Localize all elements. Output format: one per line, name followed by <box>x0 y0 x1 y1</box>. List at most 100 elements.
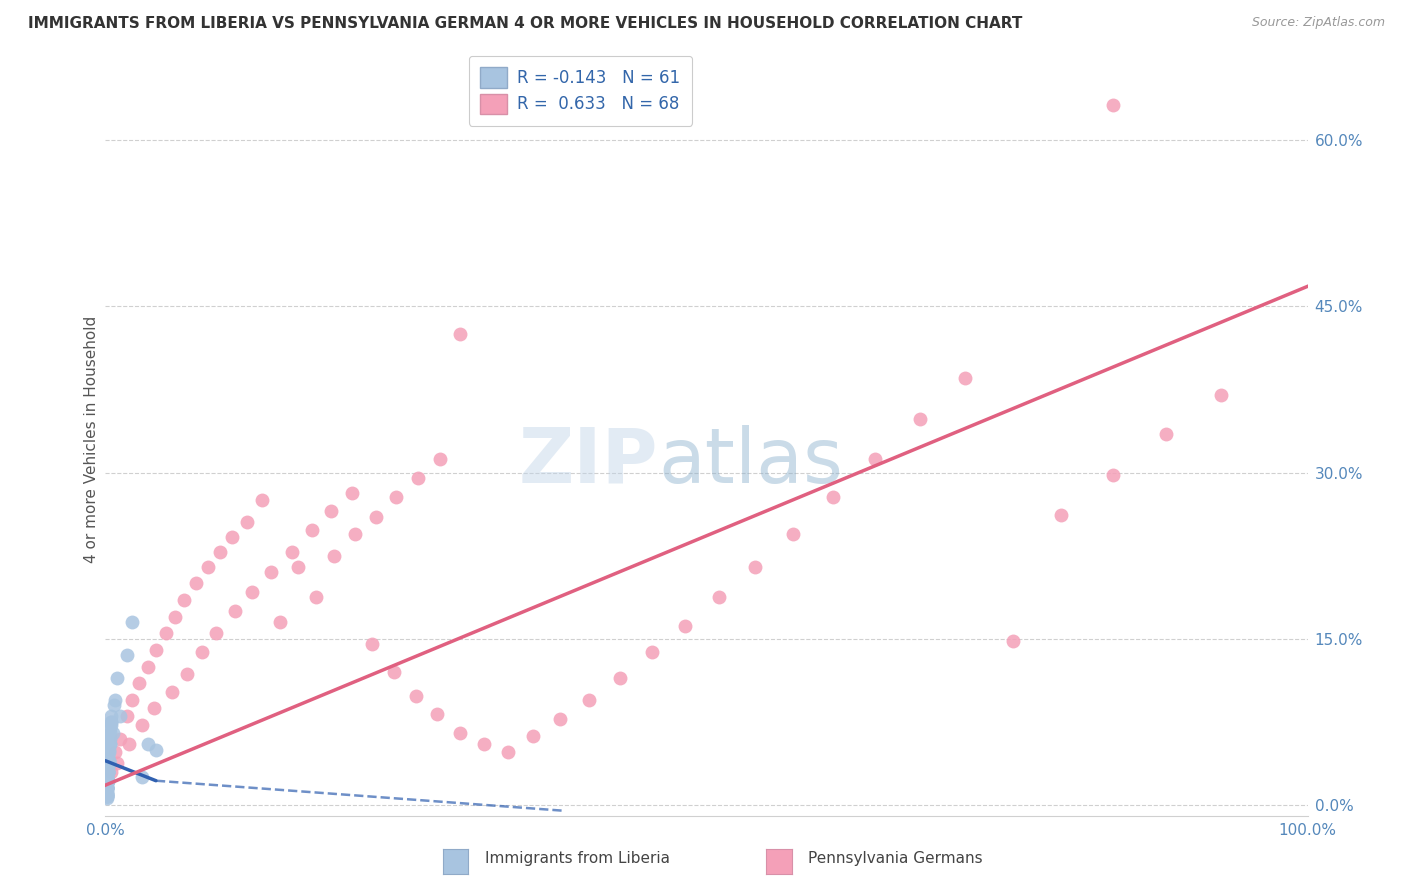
Point <box>100 709 122 723</box>
Point <box>429 452 451 467</box>
Point <box>340 485 363 500</box>
Point <box>1101 467 1123 482</box>
Point <box>115 709 138 723</box>
Point <box>155 626 177 640</box>
Point <box>496 745 519 759</box>
Point <box>240 585 263 599</box>
Point <box>145 742 167 756</box>
Point <box>673 618 696 632</box>
Point <box>103 698 125 713</box>
Point <box>449 726 471 740</box>
Point <box>1101 97 1123 112</box>
Y-axis label: 4 or more Vehicles in Household: 4 or more Vehicles in Household <box>84 316 98 563</box>
Point <box>382 665 405 679</box>
Point <box>1050 508 1073 522</box>
Point <box>322 549 344 563</box>
Point <box>361 637 384 651</box>
Point <box>269 615 291 630</box>
Point <box>98 737 121 751</box>
Point <box>1209 388 1232 402</box>
Point <box>96 787 118 801</box>
Point <box>305 590 328 604</box>
Point <box>96 782 118 797</box>
Point <box>98 756 121 770</box>
Point <box>98 754 121 768</box>
Point <box>121 693 143 707</box>
Point <box>104 693 127 707</box>
Point <box>165 609 187 624</box>
Point <box>301 523 323 537</box>
Point <box>96 789 118 804</box>
Point <box>98 742 121 756</box>
Point <box>96 789 118 804</box>
Point <box>287 559 309 574</box>
Point <box>97 748 120 763</box>
Point <box>107 756 129 770</box>
Point <box>472 737 495 751</box>
Point <box>98 721 121 735</box>
Point <box>98 745 121 759</box>
Point <box>96 787 118 801</box>
Point <box>97 764 120 779</box>
Point <box>100 714 122 729</box>
Point <box>98 754 121 768</box>
Point <box>97 764 120 779</box>
Point <box>107 671 129 685</box>
Point <box>108 731 131 746</box>
Point <box>97 764 120 779</box>
Point <box>224 604 246 618</box>
Point <box>641 645 664 659</box>
Text: Pennsylvania Germans: Pennsylvania Germans <box>808 851 983 865</box>
Point <box>160 685 183 699</box>
Point <box>100 714 122 729</box>
Point <box>449 326 471 341</box>
Point <box>98 726 121 740</box>
Point <box>96 776 118 790</box>
Point <box>250 493 273 508</box>
Point <box>98 737 121 751</box>
Point <box>98 730 121 744</box>
Point <box>96 771 118 785</box>
Point <box>131 771 153 785</box>
Point <box>96 780 118 795</box>
Point <box>121 615 143 630</box>
Point <box>173 593 195 607</box>
Point <box>97 759 120 773</box>
Point <box>96 789 118 804</box>
Point <box>96 781 118 796</box>
Point <box>96 789 118 804</box>
Point <box>98 731 121 746</box>
Point <box>128 676 150 690</box>
Point <box>208 545 231 559</box>
Point <box>426 707 449 722</box>
Point <box>578 693 600 707</box>
Point <box>236 516 259 530</box>
Point <box>205 626 228 640</box>
Text: Source: ZipAtlas.com: Source: ZipAtlas.com <box>1251 16 1385 29</box>
Point <box>221 530 243 544</box>
Point <box>97 762 120 776</box>
Point <box>406 471 429 485</box>
Point <box>863 452 886 467</box>
Point <box>385 490 408 504</box>
Point <box>142 700 165 714</box>
Point <box>1154 426 1177 441</box>
Point <box>744 559 766 574</box>
Point <box>98 737 121 751</box>
Point <box>97 764 120 779</box>
Point <box>97 773 120 788</box>
Point <box>136 659 159 673</box>
Point <box>96 780 118 795</box>
Point <box>98 737 121 751</box>
Text: IMMIGRANTS FROM LIBERIA VS PENNSYLVANIA GERMAN 4 OR MORE VEHICLES IN HOUSEHOLD C: IMMIGRANTS FROM LIBERIA VS PENNSYLVANIA … <box>28 16 1022 31</box>
Point <box>821 490 844 504</box>
Point <box>97 764 120 779</box>
Point <box>100 718 122 732</box>
Point <box>522 730 544 744</box>
Point <box>707 590 730 604</box>
Point <box>184 576 207 591</box>
Point <box>96 781 118 796</box>
Point <box>96 771 118 785</box>
Point <box>97 773 120 788</box>
Point <box>96 781 118 796</box>
